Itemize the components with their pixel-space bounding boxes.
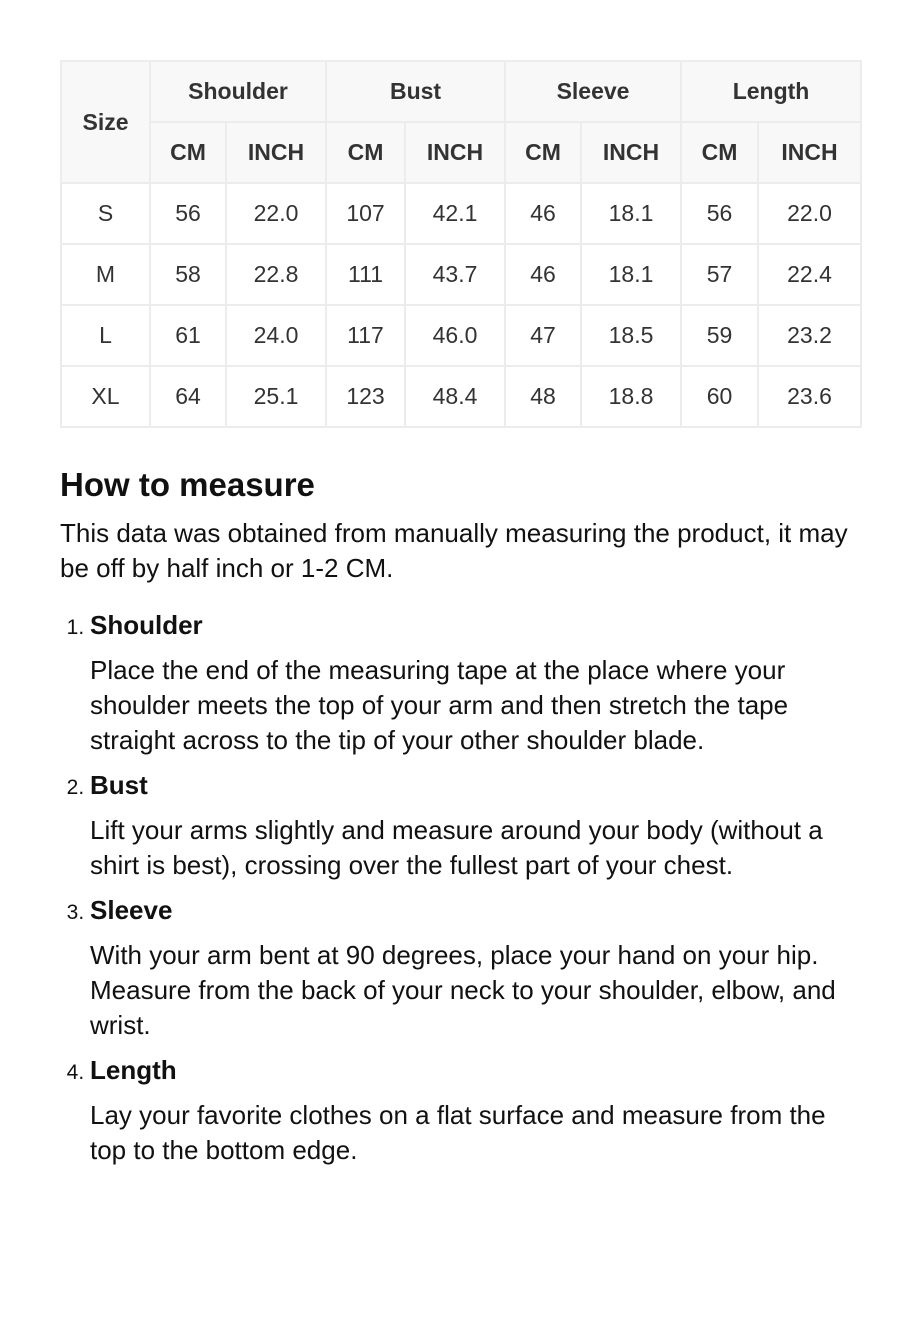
unit-header: INCH (757, 121, 863, 184)
value-cell: 22.0 (757, 182, 863, 245)
step-title: Shoulder (90, 610, 203, 640)
table-row: S 56 22.0 107 42.1 46 18.1 56 22.0 (60, 182, 863, 245)
value-cell: 46 (504, 182, 583, 245)
unit-header: CM (680, 121, 760, 184)
step-title: Length (90, 1055, 177, 1085)
measure-step: Shoulder Place the end of the measuring t… (90, 608, 860, 758)
value-cell: 22.4 (757, 243, 863, 306)
value-cell: 18.8 (580, 365, 683, 428)
value-cell: 18.5 (580, 304, 683, 367)
size-header: Size (60, 60, 151, 184)
group-header: Bust (325, 60, 507, 123)
group-header: Length (680, 60, 863, 123)
value-cell: 24.0 (224, 304, 328, 367)
group-header: Shoulder (148, 60, 328, 123)
howto-title: How to measure (60, 466, 315, 503)
value-cell: 123 (325, 365, 407, 428)
unit-header: INCH (404, 121, 507, 184)
value-cell: 107 (325, 182, 407, 245)
table-row: M 58 22.8 111 43.7 46 18.1 57 22.4 (60, 243, 863, 306)
value-cell: 48 (504, 365, 583, 428)
step-title: Sleeve (90, 895, 173, 925)
value-cell: 46.0 (404, 304, 507, 367)
measure-steps: Shoulder Place the end of the measuring t… (60, 608, 860, 1168)
unit-header: INCH (580, 121, 683, 184)
size-cell: S (60, 182, 151, 245)
value-cell: 117 (325, 304, 407, 367)
value-cell: 56 (149, 182, 227, 245)
value-cell: 64 (149, 365, 227, 428)
step-description: Place the end of the measuring tape at t… (90, 655, 789, 755)
unit-header: CM (325, 121, 407, 184)
value-cell: 25.1 (224, 365, 328, 428)
value-cell: 58 (149, 243, 227, 306)
step-title: Bust (90, 770, 148, 800)
value-cell: 43.7 (404, 243, 507, 306)
measure-step: Length Lay your favorite clothes on a fla… (90, 1053, 860, 1168)
value-cell: 23.2 (757, 304, 863, 367)
value-cell: 22.8 (224, 243, 328, 306)
value-cell: 18.1 (580, 182, 683, 245)
value-cell: 48.4 (404, 365, 507, 428)
value-cell: 23.6 (757, 365, 863, 428)
size-table: Size Shoulder Bust Sleeve Length CM INCH CM INC… (60, 60, 863, 428)
size-cell: XL (60, 365, 151, 428)
size-cell: L (60, 304, 151, 367)
table-row: L 61 24.0 117 46.0 47 18.5 59 23.2 (60, 304, 863, 367)
value-cell: 61 (149, 304, 227, 367)
size-cell: M (60, 243, 151, 306)
table-row: XL 64 25.1 123 48.4 48 18.8 60 23.6 (60, 365, 863, 428)
value-cell: 22.0 (224, 182, 328, 245)
group-header: Sleeve (504, 60, 683, 123)
measure-step: Sleeve With your arm bent at 90 degrees, … (90, 893, 860, 1043)
step-description: With your arm bent at 90 degrees, place … (90, 940, 836, 1040)
step-description: Lay your favorite clothes on a flat surf… (90, 1100, 826, 1165)
value-cell: 46 (504, 243, 583, 306)
howto-intro: This data was obtained from manually mea… (60, 518, 848, 583)
unit-header: CM (149, 121, 227, 184)
value-cell: 42.1 (404, 182, 507, 245)
unit-header: INCH (224, 121, 328, 184)
value-cell: 111 (325, 243, 407, 306)
step-description: Lift your arms slightly and measure arou… (90, 815, 823, 880)
unit-header: CM (504, 121, 583, 184)
value-cell: 57 (680, 243, 760, 306)
value-cell: 59 (680, 304, 760, 367)
value-cell: 47 (504, 304, 583, 367)
value-cell: 60 (680, 365, 760, 428)
measure-step: Bust Lift your arms slightly and measure … (90, 768, 860, 883)
value-cell: 56 (680, 182, 760, 245)
size-guide: Size Shoulder Bust Sleeve Length CM INCH CM INC… (60, 60, 863, 1178)
value-cell: 18.1 (580, 243, 683, 306)
